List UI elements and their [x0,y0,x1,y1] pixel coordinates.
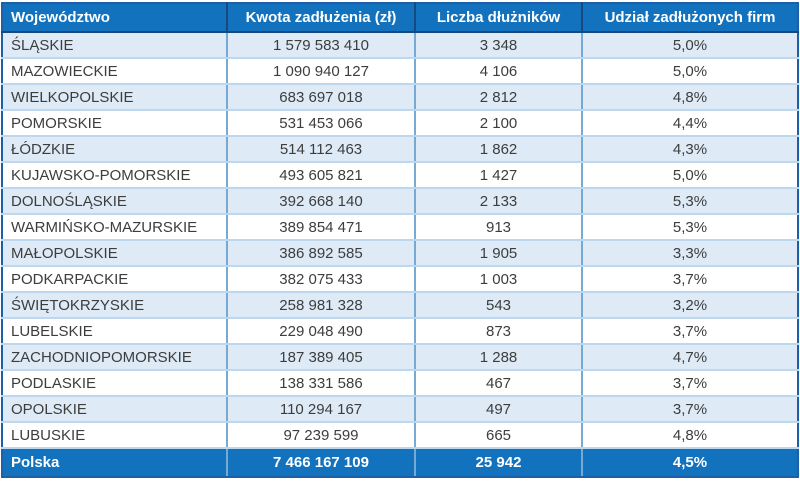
indebted-share-cell: 3,7% [582,370,798,397]
debt-amount-cell: 386 892 585 [227,240,416,267]
table-row: ŁÓDZKIE 514 112 463 1 862 4,3% [2,136,798,163]
region-cell: LUBUSKIE [2,422,228,449]
table-row: MAZOWIECKIE 1 090 940 127 4 106 5,0% [2,58,798,85]
debt-amount-cell: 514 112 463 [227,136,416,163]
debtors-count-cell: 2 812 [415,84,583,111]
table-row: WIELKOPOLSKIE 683 697 018 2 812 4,8% [2,84,798,111]
table-row: POMORSKIE 531 453 066 2 100 4,4% [2,110,798,137]
debtors-count-cell: 1 905 [415,240,583,267]
table-footer: Polska 7 466 167 109 25 942 4,5% [2,447,798,478]
indebted-share-cell: 5,0% [582,58,798,85]
debtors-count-cell: 2 100 [415,110,583,137]
region-cell: MAŁOPOLSKIE [2,240,228,267]
debtors-count-cell: 1 003 [415,266,583,293]
table-row: WARMIŃSKO-MAZURSKIE 389 854 471 913 5,3% [2,214,798,241]
table-row: LUBUSKIE 97 239 599 665 4,8% [2,422,798,449]
debtors-count-cell: 1 427 [415,162,583,189]
table-header: Województwo Kwota zadłużenia (zł) Liczba… [1,2,799,33]
debt-amount-cell: 493 605 821 [227,162,416,189]
region-cell: ZACHODNIOPOMORSKIE [2,344,228,371]
debtors-count-cell: 873 [415,318,583,345]
debt-amount-cell: 531 453 066 [227,110,416,137]
table-row: OPOLSKIE 110 294 167 497 3,7% [2,396,798,423]
region-cell: ŚLĄSKIE [2,32,228,59]
column-header-debt-amount: Kwota zadłużenia (zł) [226,2,416,33]
total-indebted-share-cell: 4,5% [582,447,798,478]
debtors-count-cell: 467 [415,370,583,397]
total-row: Polska 7 466 167 109 25 942 4,5% [2,447,798,478]
indebted-share-cell: 3,2% [582,292,798,319]
region-cell: KUJAWSKO-POMORSKIE [2,162,228,189]
table-row: ŚWIĘTOKRZYSKIE 258 981 328 543 3,2% [2,292,798,319]
column-header-region: Województwo [1,2,228,33]
table-row: ZACHODNIOPOMORSKIE 187 389 405 1 288 4,7% [2,344,798,371]
indebted-share-cell: 4,8% [582,84,798,111]
region-cell: WARMIŃSKO-MAZURSKIE [2,214,228,241]
total-label-cell: Polska [2,447,228,478]
region-cell: MAZOWIECKIE [2,58,228,85]
debt-amount-cell: 187 389 405 [227,344,416,371]
indebted-share-cell: 3,7% [582,266,798,293]
table-row: LUBELSKIE 229 048 490 873 3,7% [2,318,798,345]
table-body: ŚLĄSKIE 1 579 583 410 3 348 5,0% MAZOWIECKIE… [2,32,798,449]
indebted-share-cell: 3,7% [582,318,798,345]
region-cell: PODLASKIE [2,370,228,397]
table-row: ŚLĄSKIE 1 579 583 410 3 348 5,0% [2,32,798,59]
region-cell: OPOLSKIE [2,396,228,423]
column-header-indebted-share: Udział zadłużonych firm [581,2,799,33]
region-cell: LUBELSKIE [2,318,228,345]
debt-amount-cell: 1 579 583 410 [227,32,416,59]
region-cell: DOLNOŚLĄSKIE [2,188,228,215]
indebted-share-cell: 4,4% [582,110,798,137]
region-cell: PODKARPACKIE [2,266,228,293]
header-row: Województwo Kwota zadłużenia (zł) Liczba… [1,2,799,33]
debt-amount-cell: 683 697 018 [227,84,416,111]
indebted-share-cell: 5,3% [582,188,798,215]
debtors-count-cell: 4 106 [415,58,583,85]
indebted-share-cell: 4,8% [582,422,798,449]
debt-amount-cell: 229 048 490 [227,318,416,345]
region-cell: WIELKOPOLSKIE [2,84,228,111]
total-debt-amount-cell: 7 466 167 109 [227,447,416,478]
total-debtors-count-cell: 25 942 [415,447,583,478]
debt-amount-cell: 382 075 433 [227,266,416,293]
debtors-count-cell: 3 348 [415,32,583,59]
debtors-count-cell: 543 [415,292,583,319]
debt-amount-cell: 392 668 140 [227,188,416,215]
column-header-debtors-count: Liczba dłużników [414,2,583,33]
debt-amount-cell: 258 981 328 [227,292,416,319]
debtors-count-cell: 2 133 [415,188,583,215]
region-cell: ŁÓDZKIE [2,136,228,163]
debt-amount-cell: 110 294 167 [227,396,416,423]
debt-amount-cell: 1 090 940 127 [227,58,416,85]
indebted-share-cell: 5,0% [582,32,798,59]
debt-amount-cell: 138 331 586 [227,370,416,397]
region-cell: POMORSKIE [2,110,228,137]
indebted-share-cell: 3,3% [582,240,798,267]
debt-by-voivodeship-table: Województwo Kwota zadłużenia (zł) Liczba… [1,2,799,478]
debt-amount-cell: 97 239 599 [227,422,416,449]
debtors-count-cell: 1 862 [415,136,583,163]
indebted-share-cell: 4,3% [582,136,798,163]
indebted-share-cell: 5,0% [582,162,798,189]
table-row: DOLNOŚLĄSKIE 392 668 140 2 133 5,3% [2,188,798,215]
table-row: KUJAWSKO-POMORSKIE 493 605 821 1 427 5,0% [2,162,798,189]
table-row: MAŁOPOLSKIE 386 892 585 1 905 3,3% [2,240,798,267]
debt-amount-cell: 389 854 471 [227,214,416,241]
table-row: PODLASKIE 138 331 586 467 3,7% [2,370,798,397]
debtors-count-cell: 497 [415,396,583,423]
debtors-count-cell: 913 [415,214,583,241]
region-cell: ŚWIĘTOKRZYSKIE [2,292,228,319]
debtors-count-cell: 665 [415,422,583,449]
debtors-count-cell: 1 288 [415,344,583,371]
indebted-share-cell: 5,3% [582,214,798,241]
table-row: PODKARPACKIE 382 075 433 1 003 3,7% [2,266,798,293]
indebted-share-cell: 4,7% [582,344,798,371]
indebted-share-cell: 3,7% [582,396,798,423]
